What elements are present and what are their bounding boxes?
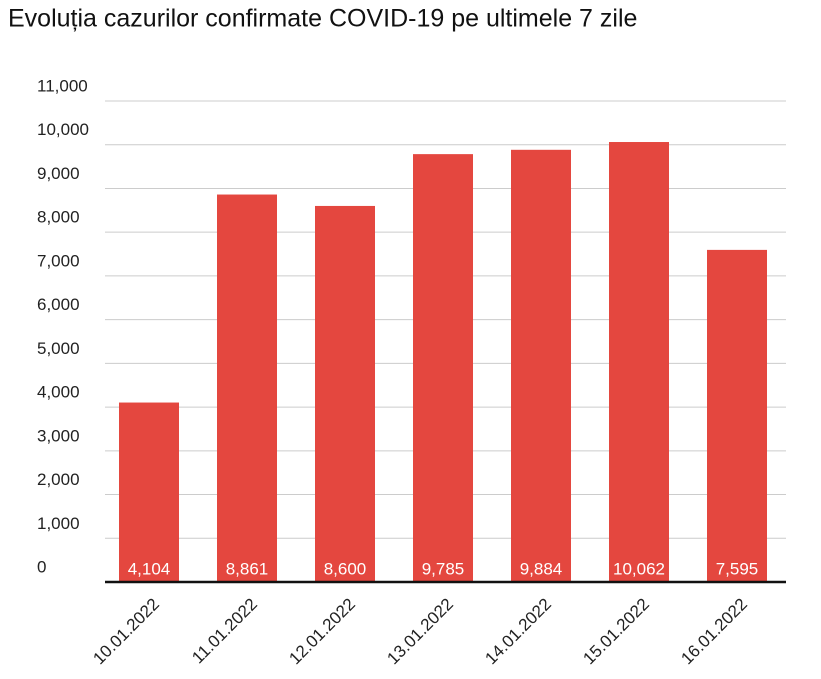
y-tick-label: 8,000: [37, 208, 80, 227]
value-label: 8,861: [226, 559, 269, 578]
x-tick-label: 13.01.2022: [383, 595, 457, 669]
value-label: 9,884: [520, 559, 563, 578]
x-tick-label: 16.01.2022: [677, 595, 751, 669]
y-tick-label: 6,000: [37, 295, 80, 314]
x-tick-label: 12.01.2022: [285, 595, 359, 669]
value-label: 7,595: [716, 559, 759, 578]
y-tick-label: 3,000: [37, 426, 80, 445]
y-tick-label: 4,000: [37, 383, 80, 402]
x-tick-label: 11.01.2022: [188, 595, 261, 668]
y-tick-label: 9,000: [37, 164, 80, 183]
chart-title: Evoluția cazurilor confirmate COVID-19 p…: [8, 5, 637, 33]
bar: [119, 402, 179, 582]
value-label: 10,062: [613, 559, 665, 578]
y-tick-label: 10,000: [37, 120, 89, 139]
value-label: 8,600: [324, 559, 367, 578]
value-label: 4,104: [128, 559, 171, 578]
y-tick-label: 2,000: [37, 470, 80, 489]
x-tick-label: 10.01.2022: [89, 595, 163, 669]
y-tick-label: 7,000: [37, 251, 80, 270]
bar: [707, 249, 767, 582]
y-tick-label: 1,000: [37, 514, 80, 533]
y-tick-label: 11,000: [37, 76, 88, 95]
x-tick-label: 15.01.2022: [579, 595, 653, 669]
bar: [609, 142, 669, 582]
y-tick-label: 5,000: [37, 339, 80, 358]
bar: [511, 149, 571, 583]
bar: [217, 194, 277, 582]
bar: [315, 205, 375, 583]
x-tick-label: 14.01.2022: [481, 595, 555, 669]
value-label: 9,785: [422, 559, 465, 578]
bar: [413, 154, 473, 582]
y-tick-label: 0: [37, 557, 46, 576]
